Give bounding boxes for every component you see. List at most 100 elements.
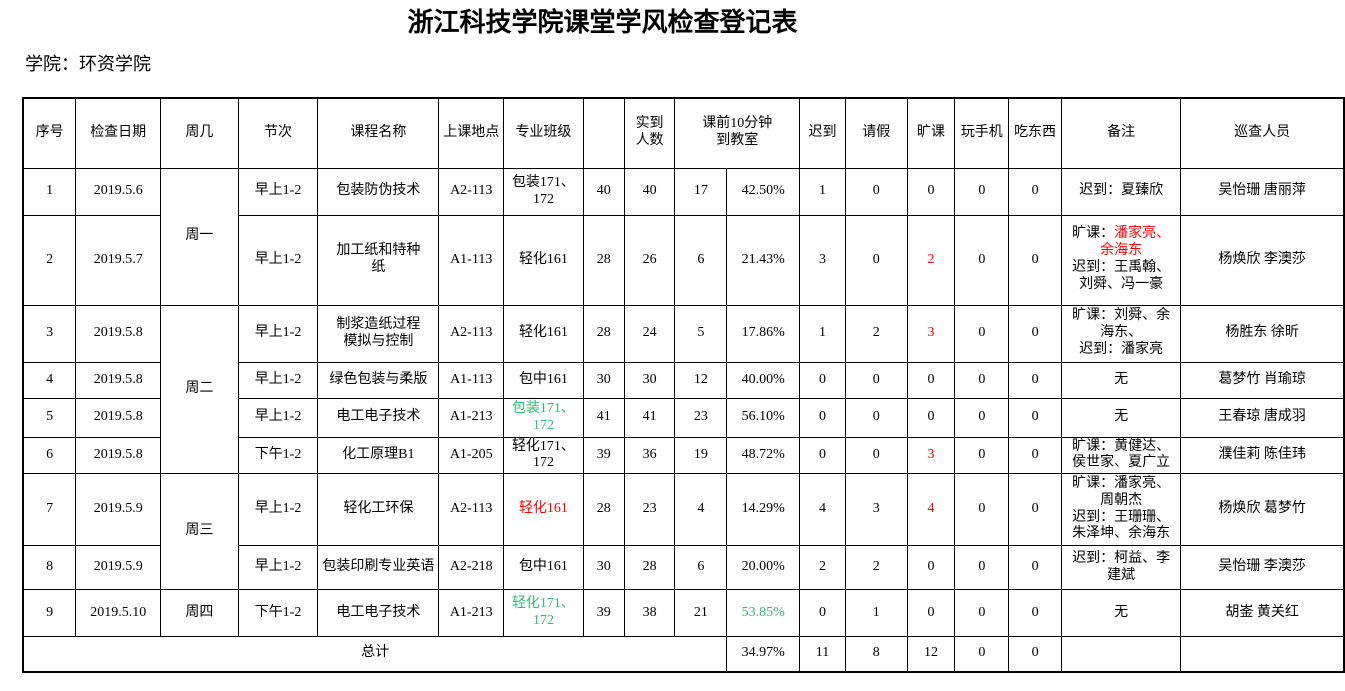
cell-no: 3: [22, 304, 77, 363]
cell-course: 包装防伪技术: [317, 167, 440, 216]
cell-inspectors: 吴怡珊 唐丽萍: [1180, 167, 1345, 216]
remark-segment: 迟到：柯益、李建斌: [1072, 550, 1171, 583]
cell-expected: 28: [582, 304, 625, 363]
cell-actual: 24: [623, 304, 676, 363]
cell-remark: 旷课：刘舜、余海东、 迟到：潘家亮: [1060, 304, 1182, 363]
cell-period: 早上1-2: [237, 473, 319, 547]
cell-phone: 0: [954, 589, 1010, 638]
cell-period: 下午1-2: [237, 589, 319, 638]
total-leave: 8: [844, 636, 908, 673]
total-remark: [1060, 636, 1182, 673]
cell-remark: 无: [1060, 589, 1182, 638]
cell-date: 2019.5.6: [75, 167, 162, 216]
cell-remark: 迟到：柯益、李建斌: [1060, 545, 1182, 591]
total-absent: 12: [906, 636, 956, 673]
table-row: 3 2019.5.8 周二 早上1-2 制浆造纸过程 模拟与控制 A2-113 轻化161 2…: [22, 304, 1345, 475]
cell-class: 包装171、172: [503, 167, 584, 216]
cell-eating: 0: [1008, 545, 1062, 591]
table-body: 1 2019.5.6 周一 早上1-2 包装防伪技术 A2-113 包装171、172 40 4…: [22, 167, 1345, 673]
cell-eating: 0: [1008, 214, 1062, 306]
header-phone: 玩手机: [954, 97, 1010, 169]
cell-date: 2019.5.9: [75, 473, 162, 547]
remark-segment: 潘家亮、余海东: [1100, 226, 1171, 259]
cell-weekday: 周三: [160, 473, 239, 591]
cell-leave: 0: [844, 167, 908, 216]
header-remark: 备注: [1060, 97, 1182, 169]
remark-segment: 旷课：刘舜、余海东、 迟到：潘家亮: [1072, 308, 1171, 357]
cell-class: 包装171、172: [503, 397, 584, 438]
cell-early-pct: 14.29%: [726, 473, 801, 547]
cell-remark: 迟到：夏臻欣: [1060, 167, 1182, 216]
cell-late: 4: [799, 473, 846, 547]
cell-period: 早上1-2: [237, 397, 319, 438]
cell-phone: 0: [954, 397, 1010, 438]
cell-class: 轻化171、172: [503, 589, 584, 638]
cell-early-count: 12: [674, 361, 728, 399]
cell-late: 0: [799, 436, 846, 475]
cell-date: 2019.5.8: [75, 304, 162, 363]
cell-weekday: 周四: [160, 589, 239, 638]
cell-weekday: 周一: [160, 167, 239, 306]
cell-absent: 3: [906, 436, 956, 475]
cell-period: 早上1-2: [237, 304, 319, 363]
cell-absent: 0: [906, 545, 956, 591]
cell-no: 2: [22, 214, 77, 306]
table-header: 序号 检查日期 周几 节次 课程名称 上课地点 专业班级 实到 人数 课前10分钟 到教室 迟到请…: [22, 97, 1345, 169]
cell-location: A2-113: [438, 167, 505, 216]
cell-no: 6: [22, 436, 77, 475]
cell-course: 绿色包装与柔版: [317, 361, 440, 399]
cell-class: 轻化161: [503, 473, 584, 547]
cell-late: 0: [799, 397, 846, 438]
cell-early-pct: 20.00%: [726, 545, 801, 591]
total-inspectors: [1180, 636, 1345, 673]
cell-late: 1: [799, 167, 846, 216]
header-late: 迟到: [799, 97, 846, 169]
cell-early-count: 6: [674, 214, 728, 306]
cell-date: 2019.5.10: [75, 589, 162, 638]
cell-absent: 0: [906, 589, 956, 638]
cell-actual: 28: [623, 545, 676, 591]
table-row: 5 2019.5.8 早上1-2 电工电子技术 A1-213 包装171、172 41 41 2…: [22, 397, 1345, 438]
header-leave: 请假: [844, 97, 908, 169]
cell-expected: 40: [582, 167, 625, 216]
cell-late: 2: [799, 545, 846, 591]
cell-phone: 0: [954, 545, 1010, 591]
cell-location: A1-213: [438, 397, 505, 438]
cell-early-pct: 40.00%: [726, 361, 801, 399]
cell-eating: 0: [1008, 473, 1062, 547]
cell-date: 2019.5.7: [75, 214, 162, 306]
cell-actual: 26: [623, 214, 676, 306]
cell-weekday: 周二: [160, 304, 239, 475]
cell-location: A1-113: [438, 214, 505, 306]
cell-early-count: 4: [674, 473, 728, 547]
total-eating: 0: [1008, 636, 1062, 673]
cell-class: 轻化161: [503, 304, 584, 363]
cell-early-pct: 48.72%: [726, 436, 801, 475]
cell-course: 轻化工环保: [317, 473, 440, 547]
cell-location: A1-213: [438, 589, 505, 638]
table-row: 8 2019.5.9 早上1-2 包装印刷专业英语 A2-218 包中161 30 28 6 20…: [22, 545, 1345, 591]
cell-leave: 0: [844, 436, 908, 475]
cell-inspectors: 杨胜东 徐昕: [1180, 304, 1345, 363]
total-row: 总计 34.97% 11 8 12 0 0: [22, 636, 1345, 673]
header-date: 检查日期: [75, 97, 162, 169]
cell-early-count: 6: [674, 545, 728, 591]
cell-early-count: 19: [674, 436, 728, 475]
cell-leave: 1: [844, 589, 908, 638]
cell-location: A1-113: [438, 361, 505, 399]
cell-phone: 0: [954, 214, 1010, 306]
cell-leave: 0: [844, 214, 908, 306]
course-text: 包装印刷专业英语: [322, 559, 435, 575]
cell-phone: 0: [954, 473, 1010, 547]
header-no: 序号: [22, 97, 77, 169]
remark-segment: 旷课：潘家亮、周朝杰 迟到：王珊珊、朱泽坤、余海东: [1072, 476, 1171, 542]
cell-expected: 30: [582, 545, 625, 591]
cell-inspectors: 王春琼 唐成羽: [1180, 397, 1345, 438]
remark-segment: 旷课：: [1072, 226, 1115, 242]
cell-early-count: 17: [674, 167, 728, 216]
cell-period: 早上1-2: [237, 214, 319, 306]
cell-course: 电工电子技术: [317, 589, 440, 638]
cell-class: 包中161: [503, 361, 584, 399]
cell-actual: 23: [623, 473, 676, 547]
table-row: 9 2019.5.10 周四 下午1-2 电工电子技术 A1-213 轻化171、172 39…: [22, 589, 1345, 638]
